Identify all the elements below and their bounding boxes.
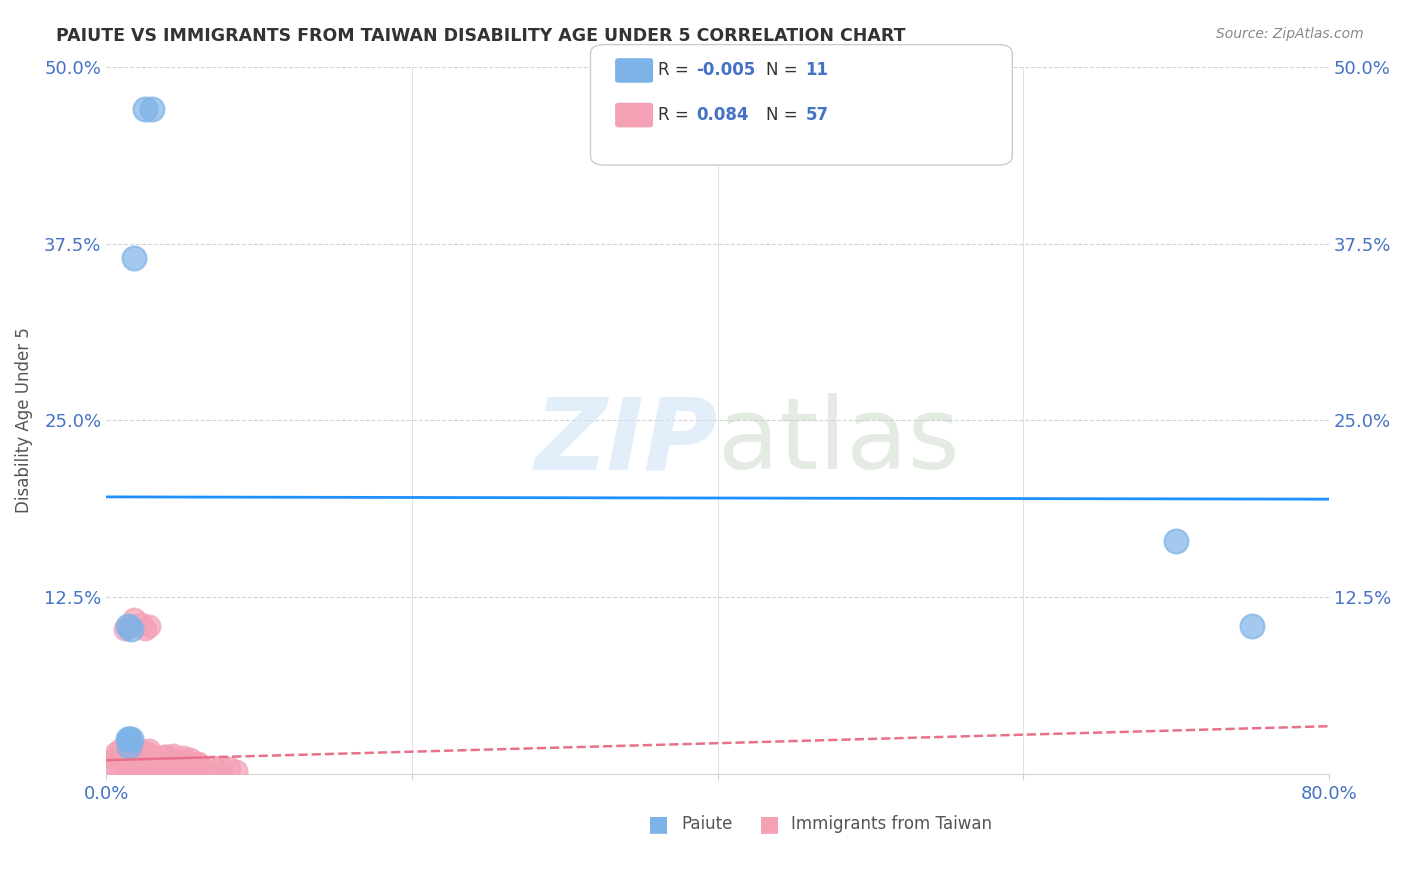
Point [173, 754, 195, 768]
Point [142, 754, 165, 768]
Point [141, 750, 163, 764]
Point [122, 612, 145, 626]
Text: -0.005: -0.005 [696, 62, 755, 79]
Point [115, 761, 138, 775]
Point [153, 749, 176, 764]
Point [172, 756, 194, 770]
Point [159, 766, 181, 780]
Text: ZIP: ZIP [534, 393, 717, 491]
Point [202, 760, 225, 774]
Point [134, 622, 156, 636]
Point [104, 750, 127, 764]
Point [104, 746, 127, 760]
Point [136, 746, 159, 760]
Text: 11: 11 [806, 62, 828, 79]
Point [131, 617, 153, 632]
Point [172, 761, 194, 775]
Point [194, 764, 217, 779]
Text: 0.084: 0.084 [696, 106, 748, 124]
Point [118, 731, 141, 746]
Point [122, 251, 145, 265]
Text: ■: ■ [758, 814, 786, 834]
Point [118, 618, 141, 632]
Text: atlas: atlas [717, 393, 959, 491]
Point [218, 761, 240, 775]
Point [172, 757, 194, 772]
Text: Source: ZipAtlas.com: Source: ZipAtlas.com [1216, 27, 1364, 41]
Point [225, 764, 247, 778]
Point [118, 739, 141, 753]
Point [209, 760, 232, 774]
Point [149, 756, 172, 770]
Text: R =: R = [658, 106, 695, 124]
Point [114, 622, 136, 636]
Point [156, 753, 179, 767]
Point [134, 759, 156, 773]
Point [136, 752, 159, 766]
Point [128, 756, 150, 770]
Point [139, 756, 162, 770]
Point [146, 767, 169, 781]
Point [162, 747, 184, 762]
Text: PAIUTE VS IMMIGRANTS FROM TAIWAN DISABILITY AGE UNDER 5 CORRELATION CHART: PAIUTE VS IMMIGRANTS FROM TAIWAN DISABIL… [56, 27, 905, 45]
Point [138, 618, 160, 632]
Point [104, 763, 127, 777]
Point [187, 756, 209, 770]
Point [129, 744, 152, 758]
Point [187, 757, 209, 772]
Text: Immigrants from Taiwan: Immigrants from Taiwan [792, 815, 991, 833]
Point [177, 760, 200, 774]
Point [117, 749, 139, 764]
Point [163, 756, 186, 771]
Point [115, 756, 138, 771]
Point [117, 618, 139, 632]
Point [120, 622, 142, 636]
Point [108, 743, 131, 757]
Point [141, 102, 163, 116]
Point [128, 743, 150, 757]
Point [165, 764, 187, 779]
Point [117, 731, 139, 746]
Point [120, 731, 142, 746]
Point [135, 751, 157, 765]
Point [152, 759, 174, 773]
Point [156, 749, 179, 764]
Text: N =: N = [766, 106, 803, 124]
Point [100, 756, 122, 771]
Point [172, 749, 194, 764]
Text: R =: R = [658, 62, 695, 79]
Point [179, 759, 201, 773]
Point [139, 758, 162, 772]
Point [1164, 533, 1187, 548]
Text: 57: 57 [806, 106, 828, 124]
Text: N =: N = [766, 62, 803, 79]
Point [176, 764, 198, 779]
Point [120, 757, 142, 772]
Point [142, 756, 165, 770]
Point [138, 743, 160, 757]
Point [179, 751, 201, 765]
Point [121, 748, 143, 763]
Y-axis label: Disability Age Under 5: Disability Age Under 5 [15, 327, 32, 514]
Point [172, 756, 194, 771]
Text: Paiute: Paiute [681, 815, 733, 833]
Point [156, 759, 179, 773]
Text: ■: ■ [648, 814, 676, 834]
Point [134, 102, 156, 116]
Point [1241, 618, 1264, 632]
